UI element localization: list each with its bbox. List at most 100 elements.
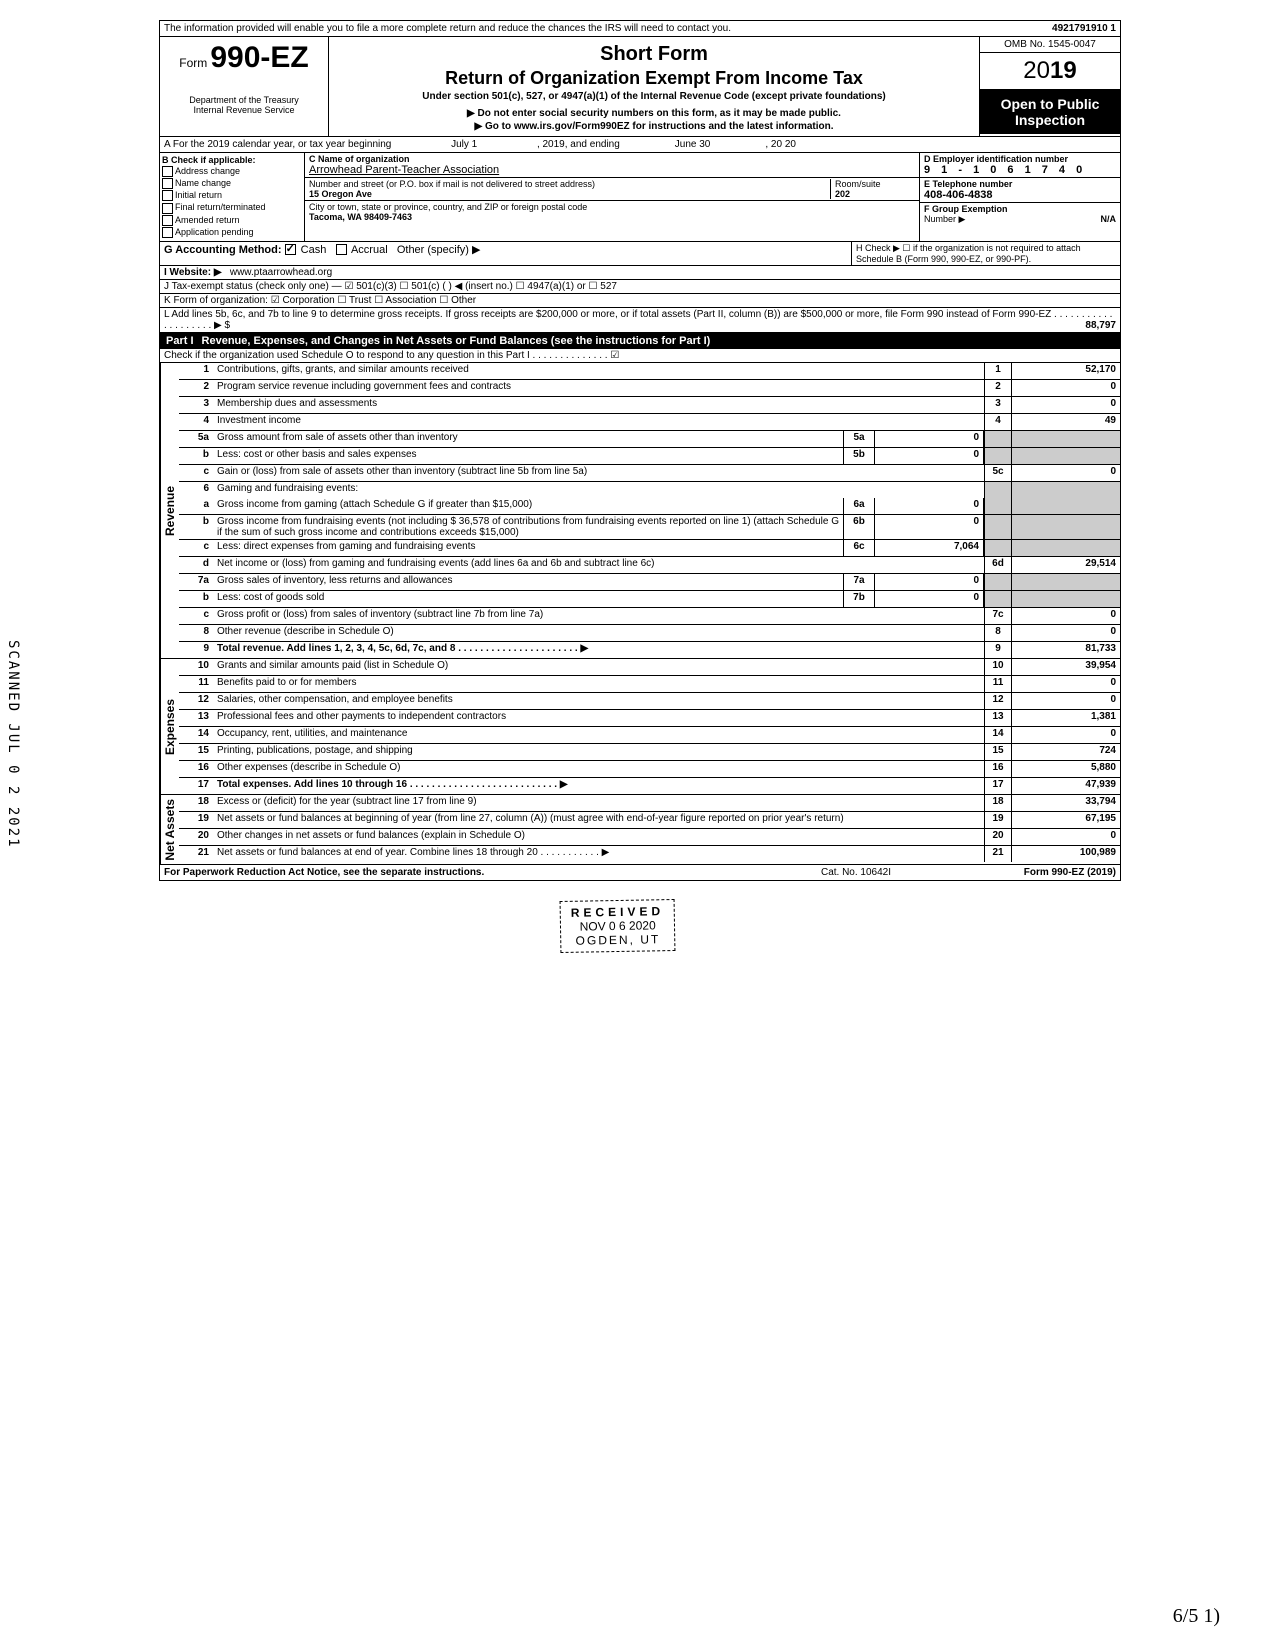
line-10: 10Grants and similar amounts paid (list … xyxy=(179,659,1120,676)
chk-cash[interactable] xyxy=(285,244,296,255)
addr-label: Number and street (or P.O. box if mail i… xyxy=(309,179,595,189)
period-end2: , 20 20 xyxy=(765,139,796,150)
line-6b: bGross income from fundraising events (n… xyxy=(179,515,1120,540)
line-j: J Tax-exempt status (check only one) — ☑… xyxy=(160,280,1120,294)
line-16: 16Other expenses (describe in Schedule O… xyxy=(179,761,1120,778)
expenses-body: 10Grants and similar amounts paid (list … xyxy=(179,659,1120,794)
goto-link: ▶ Go to www.irs.gov/Form990EZ for instru… xyxy=(337,121,971,132)
period-label: A For the 2019 calendar year, or tax yea… xyxy=(164,139,391,150)
ssn-warning: ▶ Do not enter social security numbers o… xyxy=(337,108,971,119)
part1-check: Check if the organization used Schedule … xyxy=(160,349,1120,363)
omb-number: OMB No. 1545-0047 xyxy=(980,37,1120,53)
chk-address-change[interactable]: Address change xyxy=(162,166,302,177)
chk-amended[interactable]: Amended return xyxy=(162,215,302,226)
line-11: 11Benefits paid to or for members110 xyxy=(179,676,1120,693)
i-label: I Website: ▶ xyxy=(164,267,222,278)
b-header: B Check if applicable: xyxy=(162,155,302,165)
expenses-label: Expenses xyxy=(160,659,179,794)
revenue-label: Revenue xyxy=(160,363,179,658)
website: www.ptaarrowhead.org xyxy=(230,267,332,278)
f-group: F Group Exemption Number ▶ N/A xyxy=(920,203,1120,226)
part1-title: Revenue, Expenses, and Changes in Net As… xyxy=(202,335,711,347)
line-1: 1Contributions, gifts, grants, and simil… xyxy=(179,363,1120,380)
line-h: H Check ▶ ☐ if the organization is not r… xyxy=(851,242,1120,265)
line-14: 14Occupancy, rent, utilities, and mainte… xyxy=(179,727,1120,744)
line-21: 21Net assets or fund balances at end of … xyxy=(179,846,1120,862)
netassets-label: Net Assets xyxy=(160,795,179,865)
line-12: 12Salaries, other compensation, and empl… xyxy=(179,693,1120,710)
d-ein: D Employer identification number 9 1 - 1… xyxy=(920,153,1120,178)
line-3: 3Membership dues and assessments30 xyxy=(179,397,1120,414)
chk-final-return[interactable]: Final return/terminated xyxy=(162,202,302,213)
form-header: Form 990-EZ Department of the Treasury I… xyxy=(160,37,1120,137)
line-l: L Add lines 5b, 6c, and 7b to line 9 to … xyxy=(160,308,1120,333)
group-label2: Number ▶ xyxy=(924,214,965,224)
part1-label: Part I xyxy=(166,335,202,347)
page-number: 6/5 1) xyxy=(1173,1605,1220,1628)
open-public-1: Open to Public xyxy=(982,96,1118,112)
line-5b: bLess: cost or other basis and sales exp… xyxy=(179,448,1120,465)
line-i: I Website: ▶ www.ptaarrowhead.org xyxy=(160,266,1120,280)
section-bcdef: B Check if applicable: Address change Na… xyxy=(160,153,1120,242)
line-15: 15Printing, publications, postage, and s… xyxy=(179,744,1120,761)
open-public-2: Inspection xyxy=(982,112,1118,128)
line-4: 4Investment income449 xyxy=(179,414,1120,431)
ein-value: 9 1 - 1 0 6 1 7 4 0 xyxy=(924,164,1086,176)
chk-app-pending[interactable]: Application pending xyxy=(162,227,302,238)
period-mid: , 2019, and ending xyxy=(537,139,620,150)
line-19: 19Net assets or fund balances at beginni… xyxy=(179,812,1120,829)
chk-accrual[interactable] xyxy=(336,244,347,255)
tax-year: 20201919 xyxy=(980,53,1120,90)
stamp-location: OGDEN, UT xyxy=(571,932,665,948)
city-state-zip: Tacoma, WA 98409-7463 xyxy=(309,212,412,222)
l-text: L Add lines 5b, 6c, and 7b to line 9 to … xyxy=(164,309,1112,331)
g-label: G Accounting Method: xyxy=(164,244,282,256)
c-addr: Number and street (or P.O. box if mail i… xyxy=(305,178,919,201)
line-g: G Accounting Method: Cash Accrual Other … xyxy=(160,242,851,265)
dept-irs: Internal Revenue Service xyxy=(164,105,324,115)
expenses-section: Expenses 10Grants and similar amounts pa… xyxy=(160,659,1120,795)
e-phone: E Telephone number 408-406-4838 xyxy=(920,178,1120,203)
group-label: F Group Exemption xyxy=(924,204,1008,214)
form-990ez: The information provided will enable you… xyxy=(159,20,1121,881)
title-sub: Under section 501(c), 527, or 4947(a)(1)… xyxy=(337,91,971,102)
line-k: K Form of organization: ☑ Corporation ☐ … xyxy=(160,294,1120,308)
row-gh: G Accounting Method: Cash Accrual Other … xyxy=(160,242,1120,266)
line-13: 13Professional fees and other payments t… xyxy=(179,710,1120,727)
top-note-text: The information provided will enable you… xyxy=(164,23,731,34)
line-5a: 5aGross amount from sale of assets other… xyxy=(179,431,1120,448)
chk-name-change[interactable]: Name change xyxy=(162,178,302,189)
footer-right: Form 990-EZ (2019) xyxy=(956,867,1116,878)
footer-cat: Cat. No. 10642I xyxy=(756,867,956,878)
line-6: 6Gaming and fundraising events: xyxy=(179,482,1120,498)
group-value: N/A xyxy=(1101,214,1117,224)
city-label: City or town, state or province, country… xyxy=(309,202,587,212)
line-6a: aGross income from gaming (attach Schedu… xyxy=(179,498,1120,515)
street-address: 15 Oregon Ave xyxy=(309,189,372,199)
footer: For Paperwork Reduction Act Notice, see … xyxy=(160,865,1120,880)
dept-treasury: Department of the Treasury xyxy=(164,95,324,105)
line-18: 18Excess or (deficit) for the year (subt… xyxy=(179,795,1120,812)
scanned-stamp: SCANNED JUL 0 2 2021 xyxy=(5,640,21,849)
dln: 4921791910 1 xyxy=(1052,23,1116,34)
ein-label: D Employer identification number xyxy=(924,154,1068,164)
part1-header: Part I Revenue, Expenses, and Changes in… xyxy=(160,333,1120,349)
netassets-section: Net Assets 18Excess or (deficit) for the… xyxy=(160,795,1120,866)
col-ef: D Employer identification number 9 1 - 1… xyxy=(920,153,1120,241)
org-name: Arrowhead Parent-Teacher Association xyxy=(309,164,499,176)
line-2: 2Program service revenue including gover… xyxy=(179,380,1120,397)
line-20: 20Other changes in net assets or fund ba… xyxy=(179,829,1120,846)
line-6d: dNet income or (loss) from gaming and fu… xyxy=(179,557,1120,574)
period-end: June 30 xyxy=(623,139,763,150)
received-stamp: RECEIVED NOV 0 6 2020 OGDEN, UT xyxy=(560,899,676,953)
line-9: 9Total revenue. Add lines 1, 2, 3, 4, 5c… xyxy=(179,642,1120,658)
revenue-section: Revenue 1Contributions, gifts, grants, a… xyxy=(160,363,1120,659)
line-17: 17Total expenses. Add lines 10 through 1… xyxy=(179,778,1120,794)
line-7b: bLess: cost of goods sold7b0 xyxy=(179,591,1120,608)
footer-left: For Paperwork Reduction Act Notice, see … xyxy=(164,867,756,878)
form-number: 990-EZ xyxy=(210,41,308,74)
c-city: City or town, state or province, country… xyxy=(305,201,919,223)
chk-initial-return[interactable]: Initial return xyxy=(162,190,302,201)
open-public: Open to Public Inspection xyxy=(980,90,1120,134)
room-label: Room/suite xyxy=(835,179,881,189)
